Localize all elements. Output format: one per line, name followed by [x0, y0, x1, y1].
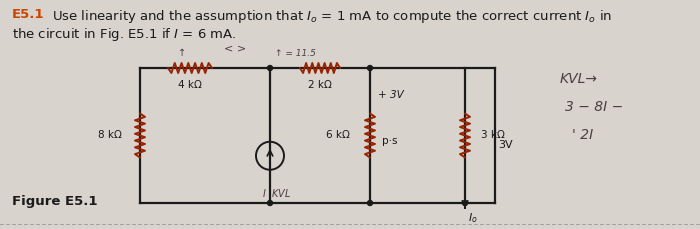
Text: $I_o$: $I_o$ [468, 211, 477, 225]
Text: 3V: 3V [498, 141, 512, 150]
Text: 3 kΩ: 3 kΩ [481, 131, 505, 141]
Text: Use linearity and the assumption that $I_o$ = 1 mA to compute the correct curren: Use linearity and the assumption that $I… [52, 8, 612, 25]
Text: the circuit in Fig. E5.1 if $I$ = 6 mA.: the circuit in Fig. E5.1 if $I$ = 6 mA. [12, 26, 237, 43]
Text: + 3V: + 3V [378, 90, 404, 100]
Circle shape [368, 65, 372, 71]
Text: 2 kΩ: 2 kΩ [308, 80, 332, 90]
Text: Figure E5.1: Figure E5.1 [12, 195, 97, 208]
Text: 6 kΩ: 6 kΩ [326, 131, 350, 141]
Text: ↑: ↑ [178, 48, 186, 58]
Circle shape [463, 201, 468, 205]
Text: ↑ = 11.5: ↑ = 11.5 [275, 49, 316, 58]
Circle shape [267, 65, 272, 71]
Text: $I$  KVL: $I$ KVL [262, 187, 291, 199]
Text: ' 2I: ' 2I [572, 128, 594, 142]
Text: 4 kΩ: 4 kΩ [178, 80, 202, 90]
Text: p·s: p·s [382, 136, 398, 145]
Circle shape [368, 201, 372, 205]
Circle shape [267, 201, 272, 205]
Text: KVL→: KVL→ [560, 72, 598, 86]
Text: E5.1: E5.1 [12, 8, 45, 21]
Text: 3 − 8I −: 3 − 8I − [565, 100, 623, 114]
Text: < >: < > [224, 44, 246, 54]
Text: 8 kΩ: 8 kΩ [98, 131, 122, 141]
